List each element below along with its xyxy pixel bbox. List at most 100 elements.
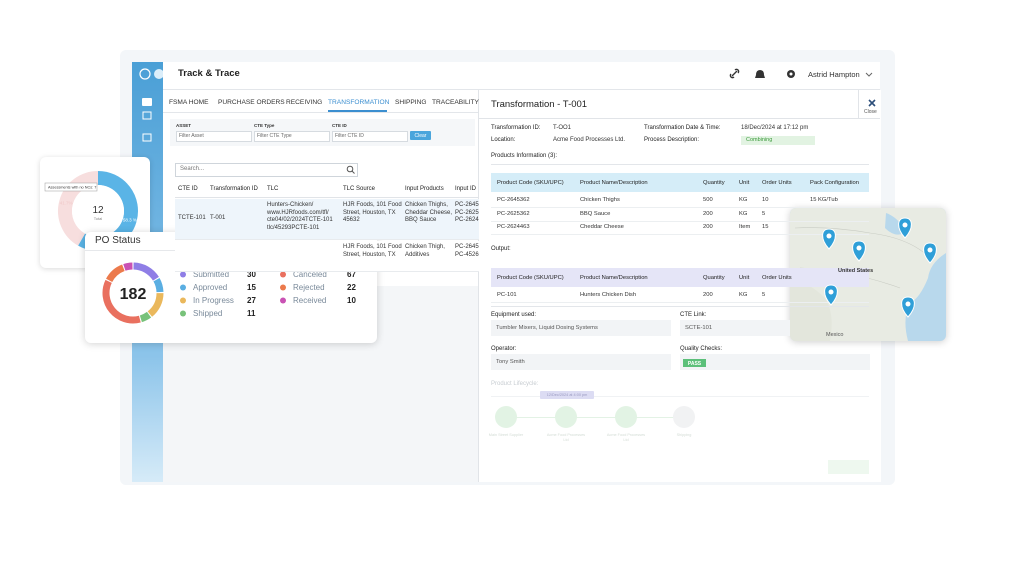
- lifecycle-tooltip-text: 12/Dec/2024 at 4:00 pm: [546, 392, 588, 397]
- map-pin[interactable]: [852, 240, 866, 262]
- filter-placeholder: Filter CTE Type: [257, 133, 292, 139]
- lifecycle-step-label: Acme Food Processes Ltd: [546, 433, 586, 442]
- map-pin[interactable]: [901, 296, 915, 318]
- table-cell: 500: [703, 197, 713, 203]
- clear-label: Clear: [414, 133, 427, 139]
- filter-label: CTE ID: [332, 123, 347, 128]
- readonly-field: [680, 320, 790, 336]
- donut-segment: [147, 292, 164, 317]
- table-header-bg: [175, 182, 479, 198]
- tab[interactable]: RECEIVING: [286, 99, 323, 106]
- map-pin-dot: [856, 245, 862, 251]
- legend-label: Submitted: [193, 270, 229, 279]
- table-header-bg: [491, 268, 869, 287]
- table-cell: HJR Foods, 101 Food Street, Houston, TX: [343, 244, 402, 258]
- table-header-bg: [491, 173, 869, 192]
- column-header: Transformation ID: [210, 186, 258, 192]
- pass-label: PASS: [687, 360, 702, 367]
- column-header: Unit: [739, 180, 750, 186]
- legend-label: Received: [293, 296, 326, 305]
- map-pin[interactable]: [923, 242, 937, 264]
- field-value: T-OO1: [553, 125, 572, 131]
- table-row[interactable]: [491, 289, 869, 303]
- filter-input[interactable]: [176, 131, 252, 142]
- faded-button[interactable]: [828, 460, 869, 474]
- donut-segment: [133, 262, 159, 281]
- table-row[interactable]: [491, 208, 869, 222]
- table-cell: 200: [703, 210, 713, 217]
- link-icon[interactable]: [729, 68, 740, 79]
- close-button[interactable]: Close: [858, 90, 881, 118]
- lifecycle-step: [673, 406, 695, 428]
- donut-segment: [153, 277, 164, 293]
- map-pin-dot: [826, 233, 832, 239]
- donut-hole: [72, 185, 124, 237]
- tab[interactable]: TRACEABILITY: [432, 99, 479, 106]
- lifecycle-label: Product Lifecycle:: [491, 381, 539, 387]
- donut-segment: [106, 264, 125, 283]
- map-pin-dot: [828, 289, 834, 295]
- table-row[interactable]: [491, 221, 869, 235]
- tab[interactable]: FSMA HOME: [169, 99, 209, 106]
- legend-value: 22: [347, 283, 356, 292]
- map-pin[interactable]: [822, 228, 836, 250]
- column-header: Product Name/Description: [580, 275, 648, 281]
- section-divider: [491, 306, 869, 307]
- tab[interactable]: SHIPPING: [395, 99, 427, 106]
- table-cell: PC-2625362: [497, 210, 530, 217]
- legend-dot: [280, 297, 286, 304]
- filter-input[interactable]: [332, 131, 408, 142]
- user-name[interactable]: Astrid Hampton: [808, 70, 860, 79]
- readonly-field: [491, 354, 671, 370]
- readonly-field: [491, 320, 671, 336]
- table-cell: Chicken Thighs: [580, 197, 620, 203]
- filter-label: CTE Type: [254, 123, 275, 128]
- table-row[interactable]: [175, 199, 479, 240]
- legend-value: 15: [247, 283, 256, 292]
- legend-value: 67: [347, 270, 356, 279]
- field-value: Tumbler Mixers, Liquid Dosing Systems: [496, 325, 598, 331]
- legend-dot: [180, 297, 186, 304]
- table-cell: Chicken Thighs, Cheddar Cheese, BBQ Sauc…: [405, 202, 453, 223]
- legend-value: 30: [247, 270, 256, 279]
- search-icon: [346, 165, 355, 174]
- filter-input[interactable]: [254, 131, 330, 142]
- table-cell: 5: [762, 292, 766, 298]
- table-cell: HJR Foods, 101 Food Street, Houston, TX …: [343, 202, 402, 223]
- donut-segment: [102, 279, 141, 324]
- tab[interactable]: PURCHASE ORDERS: [218, 99, 285, 106]
- field-value: Acme Food Processes Ltd.: [553, 137, 626, 143]
- slice-label: 58.3 %: [123, 218, 137, 223]
- table-cell: PC-2624463: [497, 224, 530, 230]
- table-cell: 15: [762, 224, 769, 230]
- table-cell: 200: [703, 292, 713, 298]
- donut-total: 182: [120, 286, 147, 303]
- table-cell: Chicken Thigh, Additives: [405, 244, 445, 258]
- map-pins: United States Mexico: [822, 217, 937, 338]
- tooltip: [44, 182, 98, 192]
- table-cell: KG: [739, 197, 748, 203]
- section-divider: [491, 164, 869, 165]
- table-row[interactable]: [175, 241, 479, 272]
- field-label: Equipment used:: [491, 312, 537, 318]
- user-chevron: [865, 72, 873, 77]
- legend-label: Shipped: [193, 309, 222, 318]
- legend-label: Rejected: [293, 283, 325, 292]
- legend-dot: [180, 284, 186, 291]
- table-row[interactable]: [491, 194, 869, 208]
- field-value: SCTE-101: [685, 325, 713, 331]
- clear-button[interactable]: [410, 131, 431, 140]
- map-pin[interactable]: [824, 284, 838, 306]
- column-header: Product Code (SKU/UPC): [497, 275, 564, 281]
- detail-divider: [478, 118, 880, 119]
- tab[interactable]: TRANSFORMATION: [328, 99, 390, 106]
- po-status-chart: 182 Submitted 30 Approved 15 In Progress 27 Shi…: [102, 262, 356, 324]
- lifecycle-step-label: Main Street Supplier: [488, 433, 524, 437]
- search-box[interactable]: [175, 163, 358, 177]
- map-pin-dot: [905, 301, 911, 307]
- map-pin[interactable]: [898, 217, 912, 239]
- header-icons: [729, 68, 795, 79]
- bell-icon[interactable]: [755, 70, 765, 78]
- table-cell: 10: [762, 197, 769, 203]
